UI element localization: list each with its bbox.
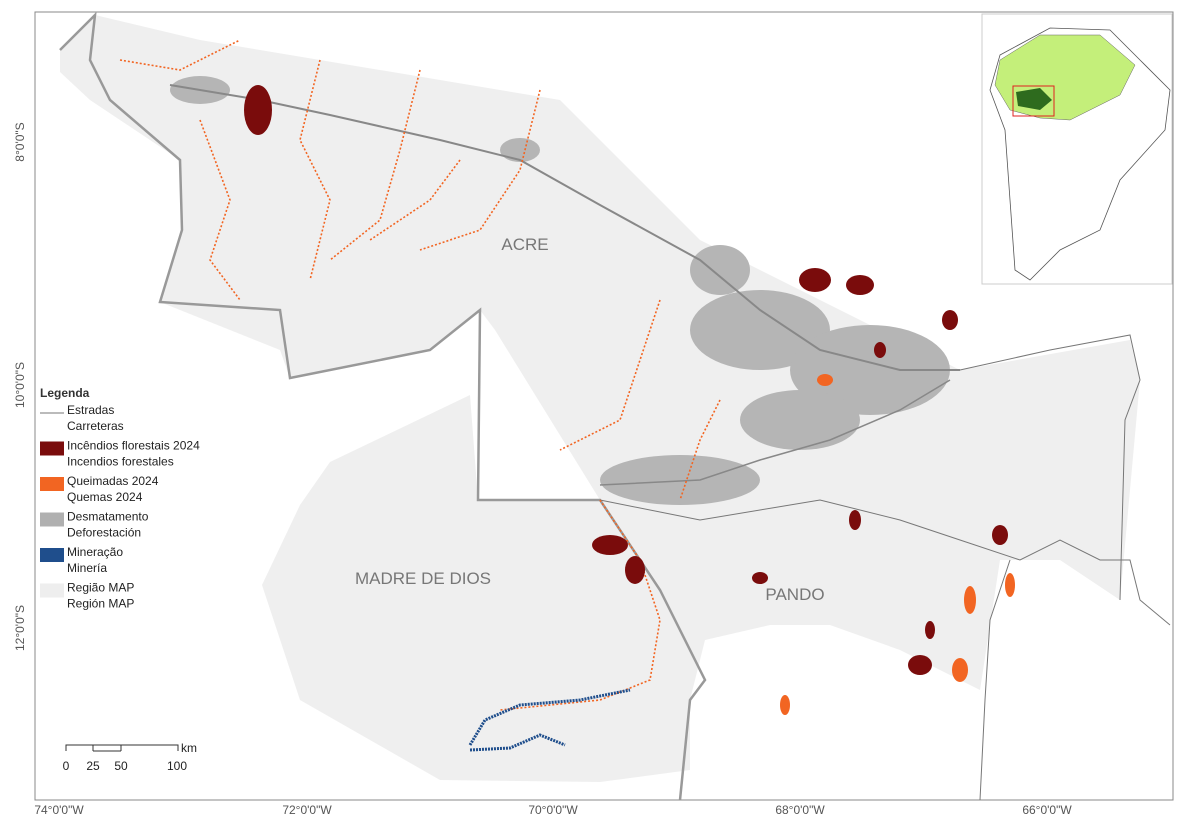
legend-label: Estradas (67, 403, 114, 417)
legend-swatch (40, 512, 64, 527)
region-label: MADRE DE DIOS (355, 569, 491, 588)
burns (119, 39, 721, 711)
legend-label: Queimadas 2024 (67, 474, 159, 488)
road (599, 379, 951, 486)
inset-map (981, 13, 1173, 285)
legend-label: Región MAP (67, 597, 134, 611)
deforestation (170, 76, 950, 505)
lon-label: 72°0'0"W (282, 803, 332, 817)
legend-swatch (40, 477, 64, 491)
legend-label: Incêndios florestais 2024 (67, 439, 200, 453)
legend-swatch (40, 441, 64, 456)
fire-patch (244, 85, 1008, 675)
coordinates: 8°0'0"S 10°0'0"S 12°0'0"S 74°0'0"W 72°0'0"W 7… (13, 122, 1072, 817)
burn-patch (780, 374, 1015, 715)
legend-label: Desmatamento (67, 510, 149, 524)
lat-label: 10°0'0"S (13, 362, 27, 408)
legend-label: Incendios forestales (67, 455, 174, 469)
lat-label: 12°0'0"S (13, 605, 27, 651)
scale-label: 25 (86, 759, 100, 773)
legend-swatch (40, 583, 64, 598)
legend-label: Quemas 2024 (67, 490, 143, 504)
legend-label: Deforestación (67, 526, 141, 540)
legend-title: Legenda (40, 386, 90, 400)
map-region (60, 15, 1140, 782)
lon-label: 70°0'0"W (528, 803, 578, 817)
lat-label: 8°0'0"S (13, 122, 27, 161)
lon-label: 74°0'0"W (34, 803, 84, 817)
scale-label: 0 (63, 759, 70, 773)
mining (468, 688, 631, 752)
legend-label: Mineração (67, 545, 123, 559)
region-label: PANDO (765, 585, 824, 604)
scale-label: 100 (167, 759, 187, 773)
legend-label: Carreteras (67, 419, 124, 433)
scale-label: 50 (114, 759, 128, 773)
scale-unit: km (181, 741, 197, 755)
legend: Legenda Estradas Carreteras Incêndios flor… (40, 386, 200, 611)
legend-label: Região MAP (67, 581, 134, 595)
border (959, 334, 1141, 601)
legend-swatch (40, 548, 64, 562)
border (979, 559, 1011, 801)
border (59, 11, 707, 801)
road (169, 84, 960, 371)
legend-label: Minería (67, 561, 107, 575)
scale-bar: 0 25 50 100 km (63, 741, 197, 773)
region-label: ACRE (501, 235, 548, 254)
border (599, 499, 1171, 626)
lon-label: 68°0'0"W (775, 803, 825, 817)
lon-label: 66°0'0"W (1022, 803, 1072, 817)
